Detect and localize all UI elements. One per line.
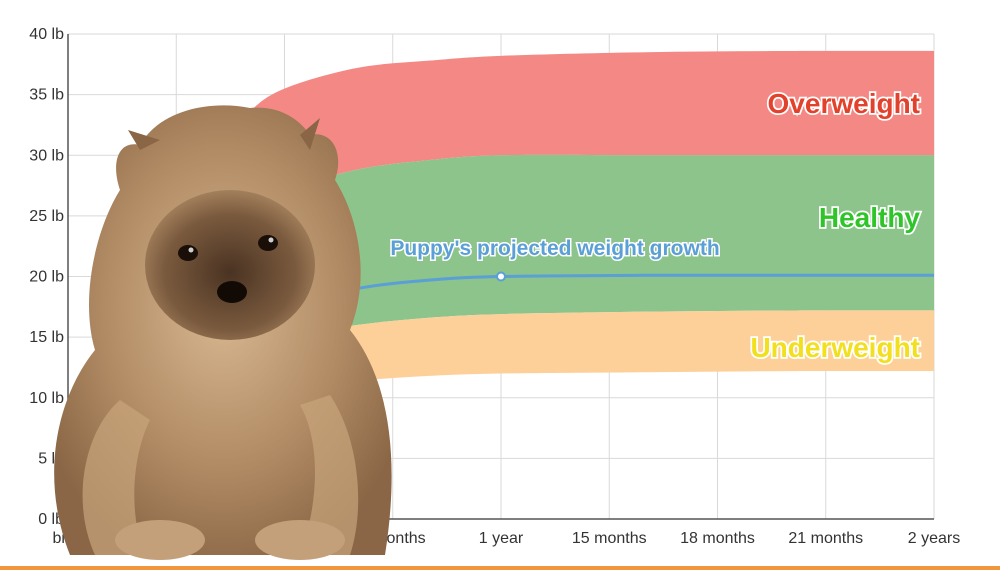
zone-labels: Overweight Healthy Underweight Puppy's proj… [389, 86, 922, 365]
y-tick-label: 25 lb [29, 208, 64, 225]
y-tick-label: 35 lb [29, 87, 64, 104]
pomeranian-puppy-image [40, 105, 392, 570]
zone-label-underweight: Underweight [750, 332, 920, 363]
x-tick-label: 21 months [788, 530, 863, 547]
series-marker [496, 271, 506, 282]
zone-label-overweight: Overweight [768, 88, 920, 119]
y-tick-label: 15 lb [29, 329, 64, 346]
x-tick-label: 15 months [572, 530, 647, 547]
zone-label-healthy: Healthy [819, 202, 921, 233]
series-label: Puppy's projected weight growth [390, 237, 719, 260]
y-tick-label: 0 lb [38, 511, 64, 528]
x-tick-label: 18 months [680, 530, 755, 547]
x-tick-label: 2 years [908, 530, 960, 547]
y-tick-label: 30 lb [29, 147, 64, 164]
y-tick-label: 10 lb [29, 390, 64, 407]
y-tick-label: 40 lb [29, 26, 64, 43]
bottom-rule [0, 566, 1000, 570]
y-tick-label: 20 lb [29, 269, 64, 286]
x-tick-label: 1 year [479, 530, 524, 547]
